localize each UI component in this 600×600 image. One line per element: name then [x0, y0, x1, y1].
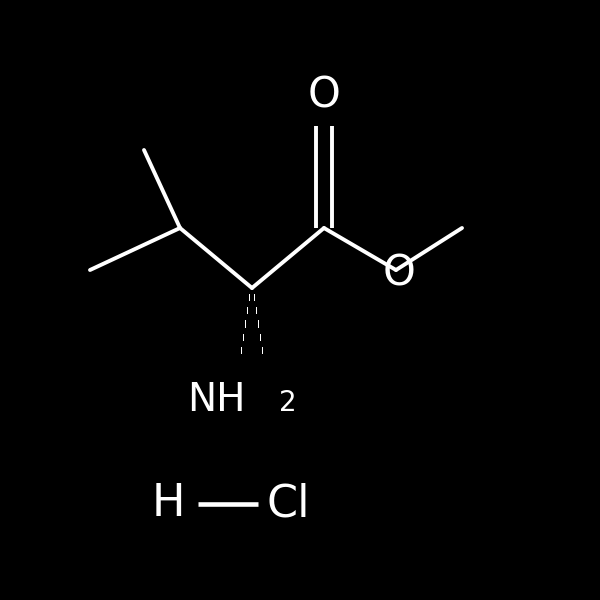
Text: O: O: [308, 75, 340, 117]
Text: 2: 2: [279, 389, 296, 417]
Bar: [248, 306, 256, 316]
Text: NH: NH: [188, 381, 246, 419]
Bar: [250, 293, 254, 302]
Bar: [244, 332, 260, 342]
Text: O: O: [383, 252, 415, 294]
Bar: [241, 347, 263, 354]
Bar: [243, 334, 261, 341]
Bar: [246, 319, 258, 329]
Bar: [249, 294, 255, 301]
Text: H: H: [151, 482, 185, 526]
Bar: [245, 320, 259, 328]
Bar: [247, 307, 257, 314]
Text: Cl: Cl: [266, 482, 310, 526]
Bar: [242, 346, 262, 355]
